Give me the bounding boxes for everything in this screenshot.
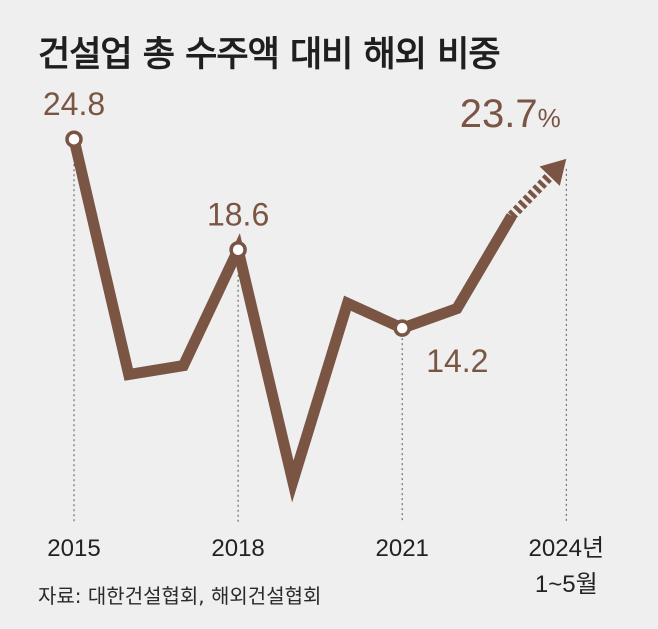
data-label: 18.6 bbox=[207, 197, 269, 233]
dashed-arrow-shaft bbox=[507, 172, 554, 220]
data-label-value: 14.2 bbox=[426, 343, 488, 379]
data-label-value: 23.7 bbox=[460, 92, 538, 136]
point-marker-24-8 bbox=[65, 130, 83, 148]
x-tick-label: 2015 bbox=[47, 535, 100, 562]
x-tick-sublabel: 1~5월 bbox=[535, 571, 598, 598]
arrow-head bbox=[539, 158, 567, 186]
x-tick-label: 2021 bbox=[376, 535, 429, 562]
data-label: 23.7% bbox=[460, 92, 561, 136]
data-label-value: 18.6 bbox=[207, 197, 269, 233]
data-label-value: 24.8 bbox=[43, 86, 105, 122]
data-label: 14.2 bbox=[426, 343, 488, 379]
point-marker-14-2 bbox=[393, 319, 411, 337]
x-tick-label: 2024년 bbox=[529, 535, 604, 562]
data-label: 24.8 bbox=[43, 86, 105, 122]
data-label-unit: % bbox=[538, 103, 561, 133]
point-marker-18-6 bbox=[229, 240, 247, 259]
chart-title: 건설업 총 수주액 대비 해외 비중 bbox=[38, 35, 501, 75]
series-line bbox=[68, 137, 517, 503]
source-note: 자료: 대한건설협회, 해외건설협회 bbox=[38, 584, 322, 608]
x-tick-label: 2018 bbox=[211, 535, 264, 562]
